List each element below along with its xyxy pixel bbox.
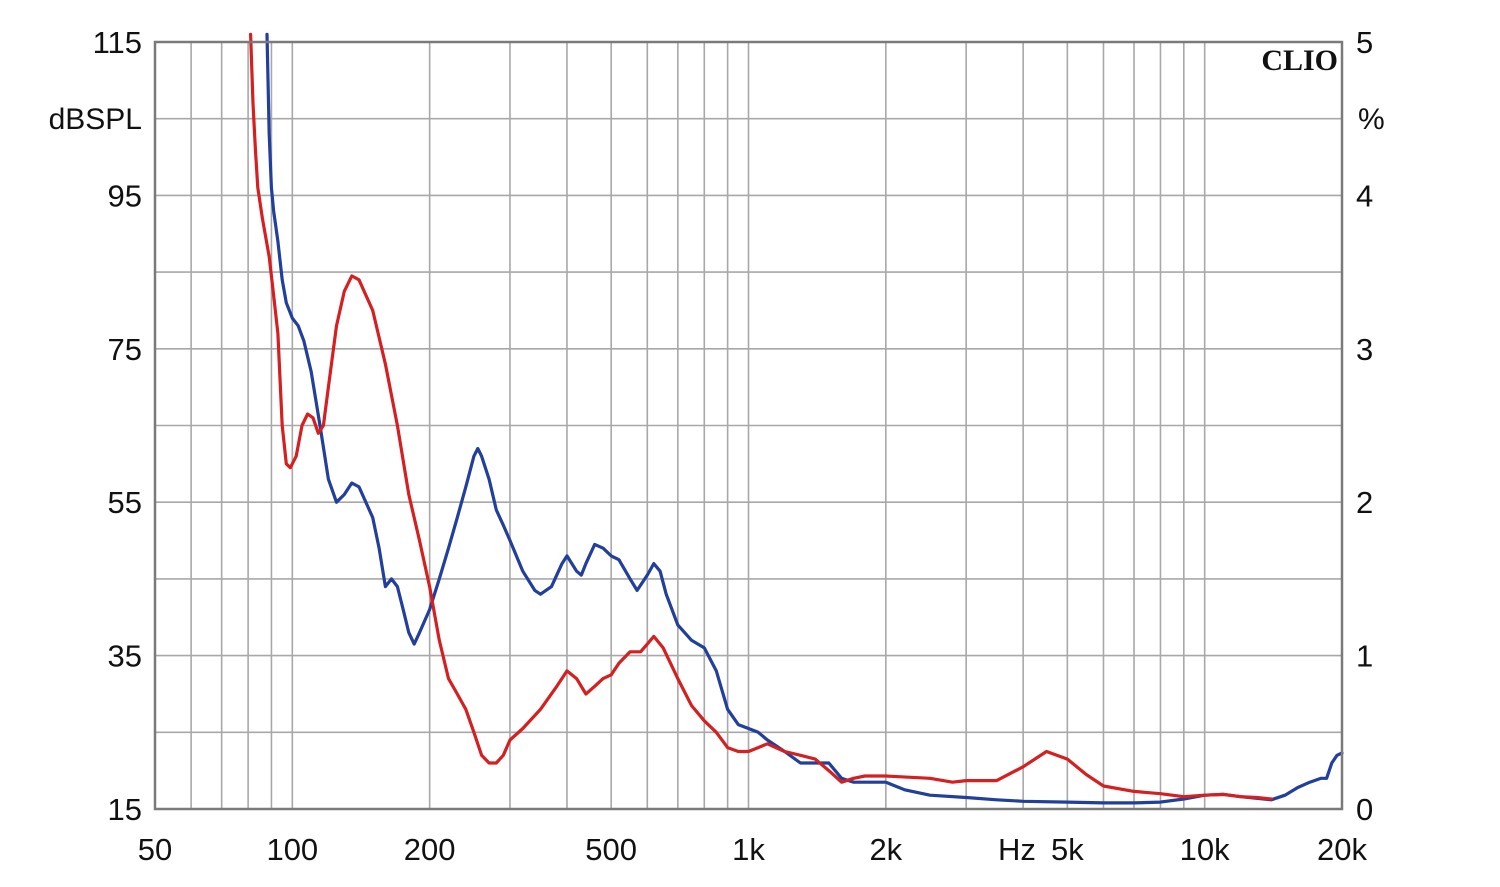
y-left-axis-ticks: 15 35 55 75 95 115 xyxy=(93,25,142,827)
y-left-tick-label: 75 xyxy=(108,332,142,367)
x-tick-label: 50 xyxy=(138,832,172,867)
x-tick-label: 1k xyxy=(732,832,765,867)
y-left-tick-label: 35 xyxy=(108,639,142,674)
y-right-tick-label: 5 xyxy=(1356,25,1373,60)
y-right-tick-label: 3 xyxy=(1356,332,1373,367)
x-tick-label: 100 xyxy=(266,832,318,867)
y-right-tick-label: 0 xyxy=(1356,792,1373,827)
y-left-tick-label: 55 xyxy=(108,485,142,520)
y-right-tick-label: 2 xyxy=(1356,485,1373,520)
y-left-tick-label: 15 xyxy=(108,792,142,827)
y-right-tick-label: 1 xyxy=(1356,639,1373,674)
x-tick-label: 200 xyxy=(404,832,456,867)
y-right-unit-label: % xyxy=(1358,103,1385,136)
grid xyxy=(154,41,1343,810)
y-right-tick-label: 4 xyxy=(1356,178,1373,213)
x-tick-label: 10k xyxy=(1180,832,1230,867)
x-tick-label: 5k xyxy=(1051,832,1084,867)
x-unit-label: Hz xyxy=(998,832,1036,867)
plot-frame xyxy=(153,40,1344,811)
y-left-tick-label: 95 xyxy=(108,178,142,213)
series-line-2 xyxy=(249,32,1273,801)
series-line-1 xyxy=(265,32,1344,805)
x-tick-label: 20k xyxy=(1317,832,1367,867)
y-left-tick-label: 115 xyxy=(93,25,142,60)
x-axis-ticks: 50 100 200 500 1k 2k 5k 10k 20k xyxy=(138,832,1368,867)
y-left-unit-label: dBSPL xyxy=(49,103,142,136)
series-layer xyxy=(249,32,1344,805)
x-tick-label: 2k xyxy=(869,832,902,867)
clio-logo: CLIO xyxy=(1261,44,1338,77)
y-right-axis-ticks: 0 1 2 3 4 5 xyxy=(1356,25,1373,827)
x-tick-label: 500 xyxy=(585,832,637,867)
